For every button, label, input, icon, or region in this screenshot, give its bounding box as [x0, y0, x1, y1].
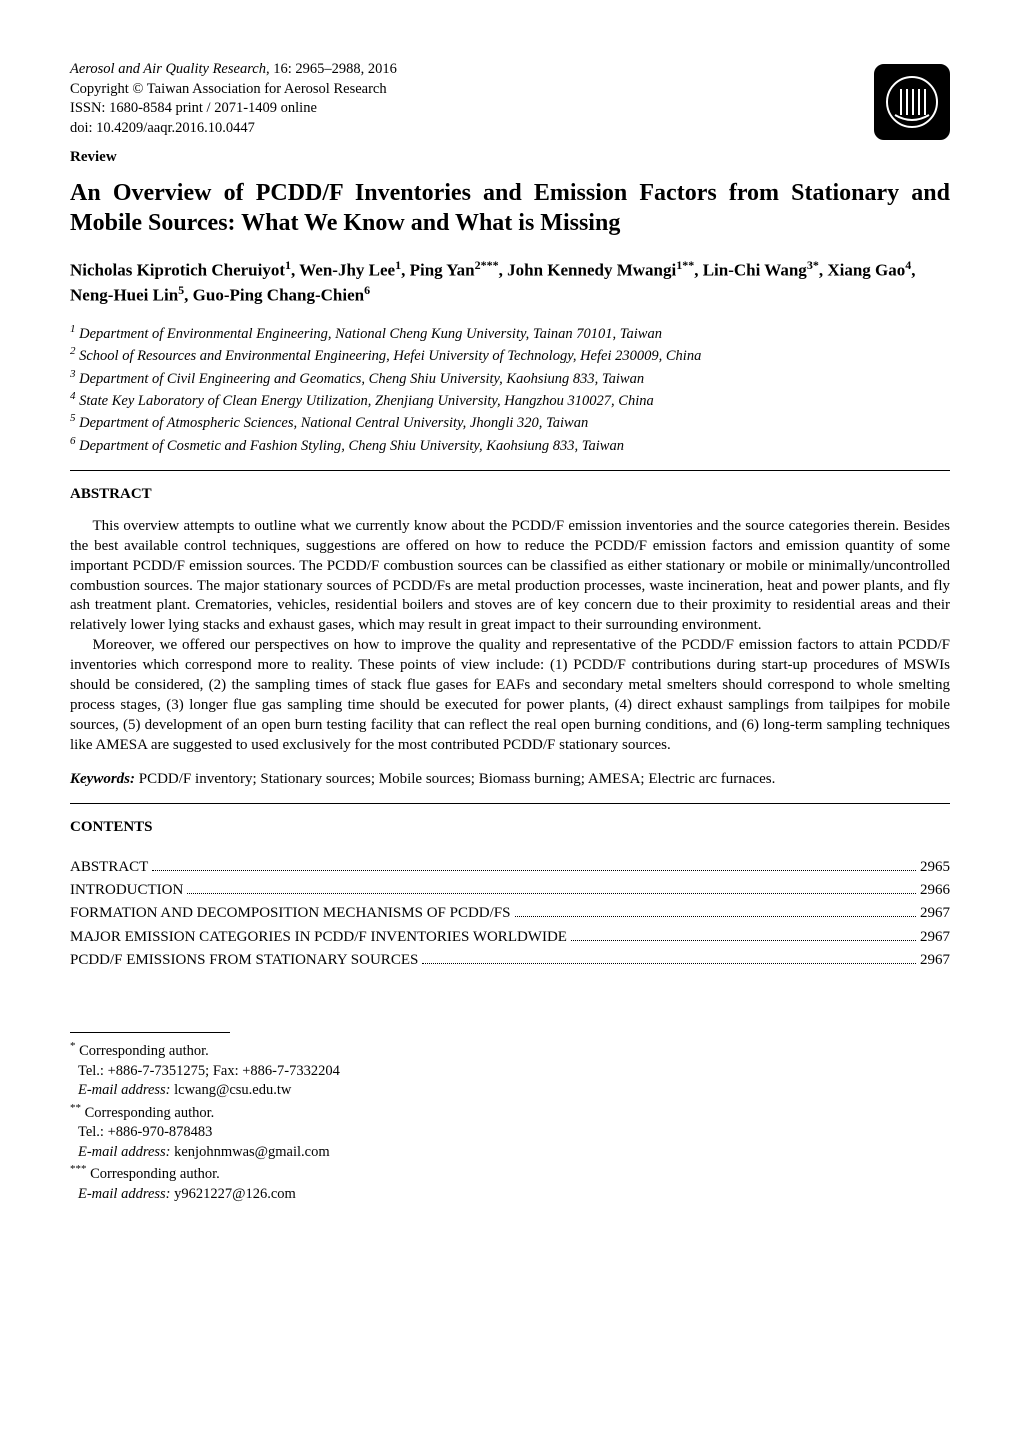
affiliation-text: State Key Laboratory of Clean Energy Uti… [76, 393, 654, 409]
toc-row: INTRODUCTION 2966 [70, 879, 950, 902]
author-sup: 1** [676, 258, 694, 272]
contents-block: CONTENTS ABSTRACT 2965INTRODUCTION 2966F… [70, 818, 950, 972]
toc-title: MAJOR EMISSION CATEGORIES IN PCDD/F INVE… [70, 926, 567, 949]
abstract-paragraph: Moreover, we offered our perspectives on… [70, 636, 950, 756]
affiliation-text: Department of Civil Engineering and Geom… [76, 370, 645, 386]
affiliation-line: 3 Department of Civil Engineering and Ge… [70, 367, 950, 389]
toc-dots [152, 870, 916, 871]
affiliation-line: 5 Department of Atmospheric Sciences, Na… [70, 411, 950, 433]
author-sup: 2*** [475, 258, 499, 272]
author-segment: Nicholas Kiprotich Cheruiyot [70, 261, 285, 280]
toc-page: 2967 [920, 949, 950, 972]
toc-page: 2967 [920, 926, 950, 949]
toc-row: MAJOR EMISSION CATEGORIES IN PCDD/F INVE… [70, 926, 950, 949]
footnote-tel: Tel.: +886-7-7351275; Fax: +886-7-733220… [70, 1062, 950, 1082]
footnote-email-address: lcwang@csu.edu.tw [171, 1082, 292, 1098]
footnote-corr-label: Corresponding author. [87, 1166, 220, 1182]
toc-row: PCDD/F EMISSIONS FROM STATIONARY SOURCES… [70, 949, 950, 972]
footnote-email-line: E-mail address: y9621227@126.com [70, 1185, 950, 1205]
divider [70, 470, 950, 471]
author-segment: , John Kennedy Mwangi [499, 261, 677, 280]
toc-page: 2967 [920, 902, 950, 925]
footnote-sup: *** [70, 1163, 87, 1175]
toc-title: FORMATION AND DECOMPOSITION MECHANISMS O… [70, 902, 511, 925]
toc-dots [422, 963, 916, 964]
author-segment: , Ping Yan [401, 261, 475, 280]
affiliation-text: Department of Environmental Engineering,… [76, 326, 662, 342]
journal-meta: Aerosol and Air Quality Research, 16: 29… [70, 60, 397, 138]
journal-issn: ISSN: 1680-8584 print / 2071-1409 online [70, 99, 397, 119]
abstract-heading: ABSTRACT [70, 485, 950, 505]
footnote-email-label: E-mail address: [78, 1186, 171, 1202]
footnote-corr-line: *** Corresponding author. [70, 1162, 950, 1184]
toc-title: PCDD/F EMISSIONS FROM STATIONARY SOURCES [70, 949, 418, 972]
footnote-email-line: E-mail address: lcwang@csu.edu.tw [70, 1081, 950, 1101]
header-row: Aerosol and Air Quality Research, 16: 29… [70, 60, 950, 140]
footnote-tel: Tel.: +886-970-878483 [70, 1123, 950, 1143]
toc-title: ABSTRACT [70, 856, 148, 879]
journal-copyright: Copyright © Taiwan Association for Aeros… [70, 80, 397, 100]
table-of-contents: ABSTRACT 2965INTRODUCTION 2966FORMATION … [70, 856, 950, 972]
keywords-line: Keywords: PCDD/F inventory; Stationary s… [70, 770, 950, 790]
author-sup: 3* [807, 258, 819, 272]
journal-citation: , 16: 2965–2988, 2016 [266, 61, 397, 77]
toc-row: FORMATION AND DECOMPOSITION MECHANISMS O… [70, 902, 950, 925]
footnote-corr-line: * Corresponding author. [70, 1039, 950, 1061]
divider [70, 803, 950, 804]
abstract-body: This overview attempts to outline what w… [70, 517, 950, 756]
abstract-paragraph: This overview attempts to outline what w… [70, 517, 950, 637]
affiliation-line: 2 School of Resources and Environmental … [70, 344, 950, 366]
footnote-email-label: E-mail address: [78, 1082, 171, 1098]
contents-heading: CONTENTS [70, 818, 950, 838]
affiliation-list: 1 Department of Environmental Engineerin… [70, 322, 950, 456]
affiliation-line: 4 State Key Laboratory of Clean Energy U… [70, 389, 950, 411]
footnote-email-line: E-mail address: kenjohnmwas@gmail.com [70, 1143, 950, 1163]
article-title: An Overview of PCDD/F Inventories and Em… [70, 178, 950, 239]
keywords-text: PCDD/F inventory; Stationary sources; Mo… [135, 771, 775, 787]
author-sup: 6 [364, 283, 370, 297]
journal-citation-line: Aerosol and Air Quality Research, 16: 29… [70, 60, 397, 80]
journal-logo-icon [885, 75, 939, 129]
toc-row: ABSTRACT 2965 [70, 856, 950, 879]
toc-dots [187, 893, 916, 894]
author-segment: , Xiang Gao [819, 261, 905, 280]
toc-page: 2965 [920, 856, 950, 879]
footnote-sup: ** [70, 1102, 81, 1114]
affiliation-line: 1 Department of Environmental Engineerin… [70, 322, 950, 344]
affiliation-line: 6 Department of Cosmetic and Fashion Sty… [70, 434, 950, 456]
journal-name: Aerosol and Air Quality Research [70, 61, 266, 77]
footnote-email-address: y9621227@126.com [171, 1186, 296, 1202]
footnote-corr-line: ** Corresponding author. [70, 1101, 950, 1123]
article-type-label: Review [70, 148, 950, 168]
journal-logo [874, 64, 950, 140]
author-segment: , Wen-Jhy Lee [291, 261, 395, 280]
affiliation-text: School of Resources and Environmental En… [76, 348, 702, 364]
footnote-corr-label: Corresponding author. [81, 1105, 214, 1121]
affiliation-text: Department of Cosmetic and Fashion Styli… [76, 438, 624, 454]
affiliation-text: Department of Atmospheric Sciences, Nati… [76, 415, 589, 431]
toc-page: 2966 [920, 879, 950, 902]
author-list: Nicholas Kiprotich Cheruiyot1, Wen-Jhy L… [70, 257, 950, 308]
footnote-email-label: E-mail address: [78, 1144, 171, 1160]
footnote-corr-label: Corresponding author. [76, 1043, 209, 1059]
keywords-label: Keywords: [70, 771, 135, 787]
toc-dots [571, 940, 916, 941]
footnotes: * Corresponding author.Tel.: +886-7-7351… [70, 1039, 950, 1204]
footnote-separator [70, 1032, 230, 1033]
toc-title: INTRODUCTION [70, 879, 183, 902]
toc-dots [515, 916, 917, 917]
author-segment: , Lin-Chi Wang [694, 261, 807, 280]
journal-doi: doi: 10.4209/aaqr.2016.10.0447 [70, 119, 397, 139]
footnote-email-address: kenjohnmwas@gmail.com [171, 1144, 330, 1160]
author-segment: , Guo-Ping Chang-Chien [184, 286, 364, 305]
